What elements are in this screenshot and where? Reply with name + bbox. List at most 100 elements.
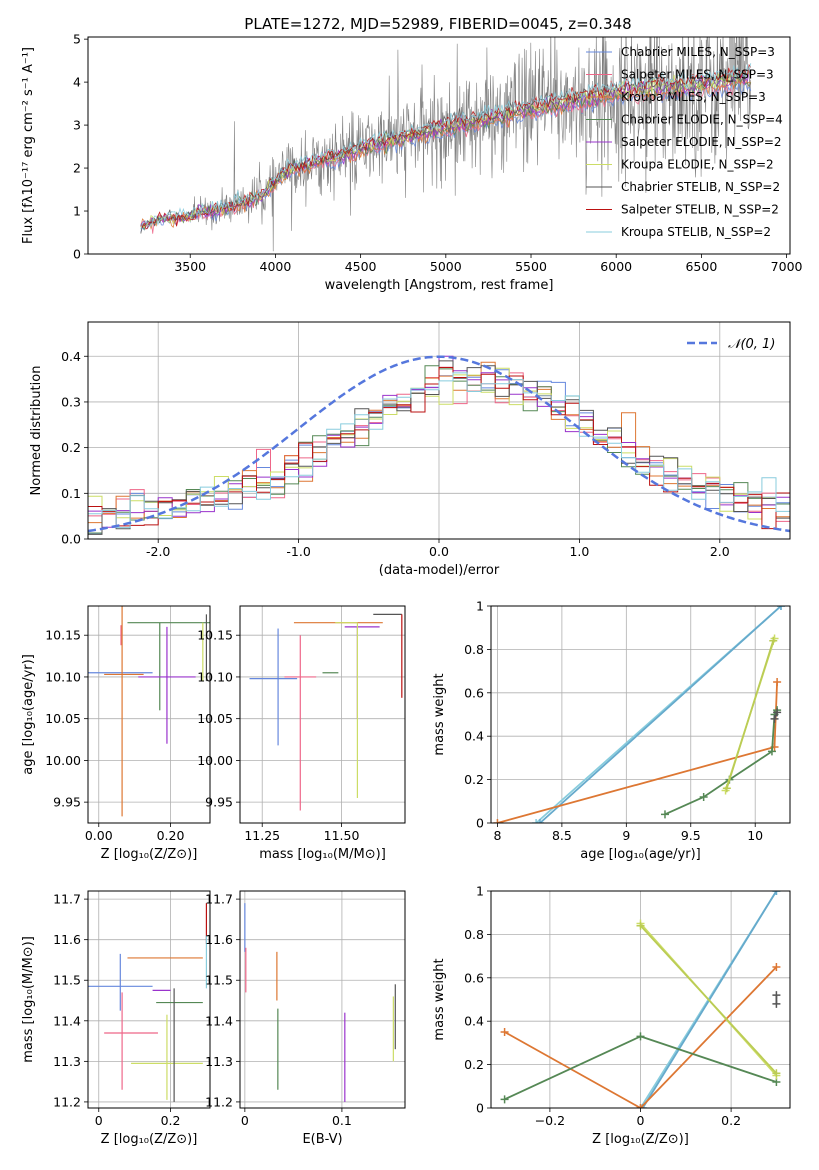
x-tick-label: 0.20 — [157, 828, 185, 843]
y-tick-label: 10.00 — [197, 753, 233, 768]
residual-histogram — [88, 367, 790, 530]
y-tick-label: 0 — [476, 1101, 484, 1116]
y-tick-label: 0.6 — [464, 970, 484, 985]
mass-weight-marker — [699, 792, 708, 801]
errorbar-point — [344, 626, 380, 719]
y-tick-label: 11.4 — [205, 1013, 233, 1028]
axes-frame — [239, 890, 406, 1109]
y-tick-label: 11.2 — [53, 1094, 81, 1109]
x-tick-label: -2.0 — [146, 544, 170, 559]
mass-weight-marker — [773, 708, 782, 717]
plot-area — [88, 606, 210, 817]
x-tick-label: 11.50 — [324, 828, 360, 843]
mass-weight-line — [639, 925, 778, 1074]
axes-frame — [87, 36, 791, 255]
mass-weight-marker — [722, 784, 731, 793]
y-tick-label: 0.0 — [61, 532, 81, 547]
mass-weight-line — [504, 966, 778, 1108]
y-tick-label: 10.00 — [45, 753, 81, 768]
x-tick-label: 7000 — [771, 259, 803, 274]
mass-weight-marker — [535, 819, 544, 823]
legend-entry: 𝒩(0, 1) — [728, 337, 775, 352]
y-tick-label: 0 — [73, 247, 81, 262]
mass-weight-marker — [772, 999, 781, 1008]
y-tick-label: 0.8 — [464, 642, 484, 657]
errorbar-point — [335, 622, 359, 798]
errorbar-point — [284, 635, 317, 811]
mass-weight-marker — [772, 891, 781, 895]
mass-weight-marker — [776, 606, 785, 610]
x-axis-label: E(B-V) — [302, 1132, 342, 1147]
x-tick-label: 10 — [747, 828, 763, 843]
mass-weight-marker — [772, 1069, 781, 1078]
axes-frame — [490, 605, 791, 824]
y-tick-label: 1 — [73, 204, 81, 219]
x-tick-label: 8 — [493, 828, 501, 843]
panels: 3500 4000 4500 5000 5500 6000 6500 7000 0 1 2 3 4 5 wa… — [21, 32, 803, 1147]
panel-spectrum: 3500 4000 4500 5000 5500 6000 6500 7000 0 1 2 3 4 5 wa… — [21, 32, 803, 293]
legend-entry: Kroupa MILES, N_SSP=3 — [621, 90, 766, 104]
y-tick-label: 3 — [73, 118, 81, 133]
y-tick-label: 10.05 — [45, 711, 81, 726]
mass-weight-marker — [636, 1032, 645, 1041]
x-tick-label: 4000 — [260, 259, 292, 274]
x-tick-label: 1.0 — [569, 544, 589, 559]
y-axis-label: age [log₁₀(age/yr)] — [21, 654, 36, 775]
y-axis-label: mass weight — [432, 673, 447, 755]
x-tick-label: -1.0 — [286, 544, 310, 559]
mass-weight-marker — [660, 810, 669, 819]
legend-entry: Chabrier ELODIE, N_SSP=4 — [621, 113, 783, 127]
mass-weight-marker — [500, 1095, 509, 1104]
y-tick-label: 0.2 — [464, 772, 484, 787]
y-tick-label: 0.1 — [61, 486, 81, 501]
y-tick-label: 2 — [73, 161, 81, 176]
x-tick-label: 0.1 — [332, 1113, 352, 1128]
y-tick-label: 10.15 — [45, 628, 81, 643]
normal-pdf-curve — [88, 355, 790, 533]
axes-frame — [87, 890, 211, 1109]
x-tick-label: 0.0 — [429, 544, 449, 559]
x-axis-label: Z [log₁₀(Z/Z⊙)] — [101, 847, 198, 862]
x-tick-label: 11.25 — [244, 828, 280, 843]
figure-title: PLATE=1272, MJD=52989, FIBERID=0045, z=0… — [244, 15, 631, 33]
mass-weight-marker — [773, 677, 782, 686]
x-tick-label: 2.0 — [710, 544, 730, 559]
plot-area — [88, 903, 208, 1102]
x-tick-label: −0.2 — [535, 1113, 565, 1128]
y-tick-label: 0.4 — [464, 1014, 484, 1029]
mass-weight-marker — [532, 819, 541, 823]
panel-residuals: -2.0 -1.0 0.0 1.0 2.0 0.0 0.1 0.2 0.3 0.4 (data-mo… — [29, 321, 791, 578]
legend-entry: Kroupa ELODIE, N_SSP=2 — [621, 158, 774, 172]
y-tick-label: 11.3 — [53, 1054, 81, 1069]
panel-mass-vs-Z: 0 0.2 11.2 11.3 11.4 11.5 11.6 11.7 Z [log₁₀(Z/Z… — [21, 890, 211, 1147]
axes-frame — [490, 890, 791, 1109]
panel-age-vs-mass: 11.25 11.50 9.95 10.00 10.05 10.10 10.15 mass [… — [197, 605, 406, 862]
mass-weight-marker — [493, 819, 502, 823]
plot-area — [249, 613, 403, 811]
legend-entry: Chabrier STELIB, N_SSP=2 — [621, 180, 780, 194]
x-tick-label: 6500 — [685, 259, 717, 274]
panel-mass-weight-vs-age: 8 8.5 9 9.5 10 0 0.2 0.4 0.6 0.8 1 age [log₁₀(age/y… — [432, 599, 791, 862]
y-tick-label: 11.5 — [205, 973, 233, 988]
legend-entry: Salpeter STELIB, N_SSP=2 — [621, 203, 779, 217]
y-tick-label: 0.6 — [464, 685, 484, 700]
errorbar-point — [127, 622, 210, 711]
plot-area — [493, 606, 785, 823]
axes-frame — [87, 321, 791, 540]
y-tick-label: 0.2 — [464, 1057, 484, 1072]
legend-entry: Kroupa STELIB, N_SSP=2 — [621, 225, 771, 239]
plot-area — [244, 903, 396, 1102]
mass-weight-marker — [770, 714, 779, 723]
y-tick-label: 0.4 — [464, 729, 484, 744]
x-tick-label: 3500 — [174, 259, 206, 274]
x-tick-label: 0 — [637, 1113, 645, 1128]
mass-weight-marker — [500, 1028, 509, 1037]
y-tick-label: 11.4 — [53, 1013, 81, 1028]
legend-entry: Salpeter MILES, N_SSP=3 — [621, 68, 774, 82]
errorbar-point — [88, 953, 153, 1011]
x-axis-label: (data-model)/error — [379, 563, 500, 578]
x-tick-label: 0.2 — [721, 1113, 741, 1128]
y-tick-label: 11.3 — [205, 1054, 233, 1069]
mass-weight-marker — [772, 962, 781, 971]
mass-weight-line — [497, 681, 778, 823]
